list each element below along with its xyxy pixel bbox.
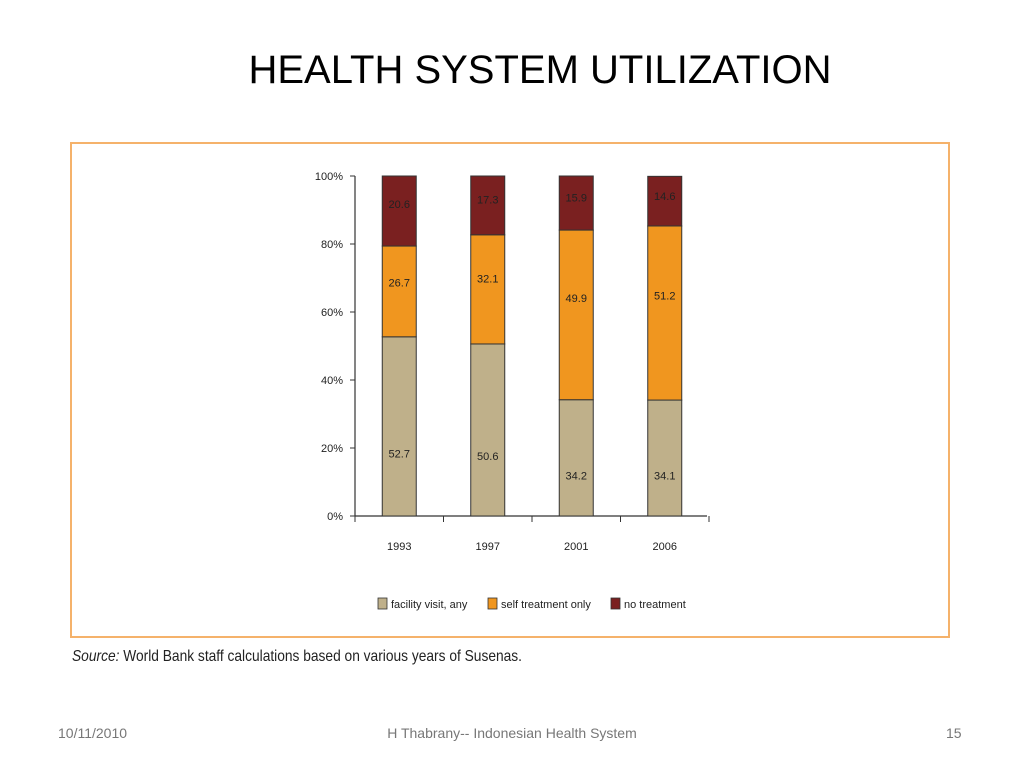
bar-segment — [558, 175, 594, 231]
data-label: 15.9 — [566, 193, 587, 205]
legend-label: no treatment — [624, 599, 686, 611]
x-tick-label: 1997 — [476, 541, 500, 553]
source-note: Source: World Bank staff calculations ba… — [72, 648, 522, 666]
bar-segment — [381, 245, 417, 338]
x-tick-label: 1993 — [387, 541, 411, 553]
footer-title: H Thabrany-- Indonesian Health System — [387, 725, 637, 741]
legend-swatch — [610, 597, 621, 610]
footer-date: 10/11/2010 — [58, 725, 128, 741]
y-tick-label: 100% — [315, 171, 343, 183]
data-label: 34.2 — [566, 470, 587, 482]
data-label: 17.3 — [477, 195, 498, 207]
data-label: 52.7 — [389, 448, 410, 460]
bar-segment — [470, 175, 506, 236]
y-tick-label: 60% — [321, 307, 343, 319]
bar-segment — [647, 399, 683, 517]
y-tick-label: 20% — [321, 443, 343, 455]
bar-segment — [558, 399, 594, 517]
slide-title: HEALTH SYSTEM UTILIZATION — [248, 48, 832, 92]
source-label: Source: — [72, 648, 120, 665]
data-label: 51.2 — [654, 291, 675, 303]
legend-label: facility visit, any — [391, 599, 468, 611]
legend-label: self treatment only — [501, 599, 591, 611]
data-label: 34.1 — [654, 470, 675, 482]
bar-segment — [647, 175, 683, 227]
y-tick-label: 0% — [327, 511, 343, 523]
data-label: 49.9 — [566, 293, 587, 305]
bar-segment — [381, 175, 417, 247]
data-label: 32.1 — [477, 273, 498, 285]
chart-frame — [70, 142, 950, 638]
bar-segment — [381, 336, 417, 517]
data-label: 14.6 — [654, 191, 675, 203]
bar-segment — [558, 229, 594, 401]
data-label: 20.6 — [389, 199, 410, 211]
x-tick-label: 2006 — [653, 541, 677, 553]
legend-swatch — [377, 597, 388, 610]
page-number: 15 — [946, 725, 962, 741]
data-label: 26.7 — [389, 277, 410, 289]
y-tick-label: 40% — [321, 375, 343, 387]
bar-segment — [647, 225, 683, 401]
bar-segment — [470, 343, 506, 517]
legend-swatch — [487, 597, 498, 610]
y-tick-label: 80% — [321, 239, 343, 251]
data-label: 50.6 — [477, 451, 498, 463]
bar-segment — [470, 234, 506, 345]
source-text: World Bank staff calculations based on v… — [119, 648, 522, 665]
x-tick-label: 2001 — [564, 541, 588, 553]
